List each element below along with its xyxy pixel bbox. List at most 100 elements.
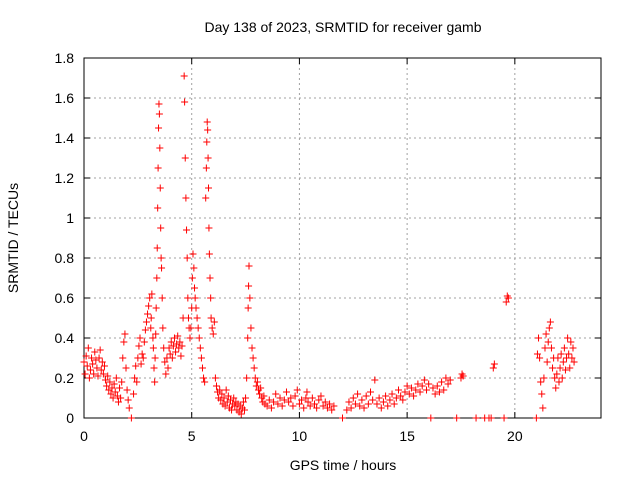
data-point [540, 374, 548, 382]
data-point [535, 334, 543, 342]
data-point [112, 374, 120, 382]
data-point [349, 394, 357, 402]
data-point [330, 402, 338, 410]
data-point [565, 350, 573, 358]
data-point [438, 378, 446, 386]
data-point [145, 302, 153, 310]
data-point [293, 386, 301, 394]
data-point [289, 402, 297, 410]
data-point [373, 400, 381, 408]
data-point [285, 398, 293, 406]
data-point [120, 338, 128, 346]
data-point [158, 294, 166, 302]
data-point [137, 360, 145, 368]
data-point [300, 404, 308, 412]
data-point [98, 358, 106, 366]
data-point [90, 370, 98, 378]
data-point [190, 264, 198, 272]
data-point [183, 254, 191, 262]
data-point [319, 402, 327, 410]
data-point [206, 274, 214, 282]
data-point [142, 318, 150, 326]
data-point [203, 118, 211, 126]
data-point [205, 224, 213, 232]
data-point [570, 358, 578, 366]
data-point [216, 386, 224, 394]
data-point [180, 72, 188, 80]
data-point [102, 376, 110, 384]
data-point [204, 154, 212, 162]
data-point [326, 400, 334, 408]
data-point [354, 390, 362, 398]
data-point [440, 386, 448, 394]
data-point [538, 390, 546, 398]
data-point [553, 370, 561, 378]
data-point [205, 250, 213, 258]
data-point [244, 304, 252, 312]
data-point [249, 354, 257, 362]
data-point [138, 350, 146, 358]
data-point [151, 354, 159, 362]
data-point [186, 334, 194, 342]
data-point [84, 344, 92, 352]
data-point [551, 374, 559, 382]
data-point [403, 382, 411, 390]
data-point [369, 396, 377, 404]
y-tick-label: 1 [66, 210, 74, 226]
data-point [358, 396, 366, 404]
data-point [242, 394, 250, 402]
data-point [560, 344, 568, 352]
data-point [91, 348, 99, 356]
x-tick-label: 10 [292, 428, 308, 444]
data-point [224, 392, 232, 400]
data-point [100, 362, 108, 370]
data-point [375, 394, 383, 402]
tick-labels: 0 0.2 0.4 0.6 0.8 1 1.2 1.4 1.6 1.8 0 5 10 15 20 [55, 50, 523, 444]
data-point [405, 390, 413, 398]
data-point [121, 330, 129, 338]
data-point [256, 390, 264, 398]
data-point [459, 372, 467, 380]
y-tick-label: 1.4 [55, 130, 75, 146]
data-point [555, 378, 563, 386]
y-axis-label: SRMTID / TECUs [5, 183, 21, 293]
data-point [147, 324, 155, 332]
data-point [306, 402, 314, 410]
y-tick-label: 0.2 [55, 370, 75, 386]
data-point [155, 100, 163, 108]
data-point [298, 396, 306, 404]
data-point [80, 358, 88, 366]
data-point [167, 338, 175, 346]
data-point [423, 386, 431, 394]
data-point [127, 414, 135, 422]
data-point [204, 126, 212, 134]
data-point [108, 384, 116, 392]
x-tick-label: 20 [507, 428, 523, 444]
data-point [164, 364, 172, 372]
data-point [414, 380, 422, 388]
data-point [429, 384, 437, 392]
data-point [205, 184, 213, 192]
data-point [328, 406, 336, 414]
data-point [559, 358, 567, 366]
data-point [110, 380, 118, 388]
data-point [195, 334, 203, 342]
axis-ticks [83, 57, 601, 419]
data-point [135, 342, 143, 350]
data-point [221, 402, 229, 410]
data-point [93, 364, 101, 372]
data-point [343, 406, 351, 414]
y-tick-label: 1.6 [55, 90, 75, 106]
data-point [444, 380, 452, 388]
data-point [549, 364, 557, 372]
data-point [504, 294, 512, 302]
data-point [181, 98, 189, 106]
data-point [111, 388, 119, 396]
data-point [542, 330, 550, 338]
data-point [157, 254, 165, 262]
data-point [153, 244, 161, 252]
data-point [94, 372, 102, 380]
data-point [97, 366, 105, 374]
data-point [272, 390, 280, 398]
data-point [118, 378, 126, 386]
